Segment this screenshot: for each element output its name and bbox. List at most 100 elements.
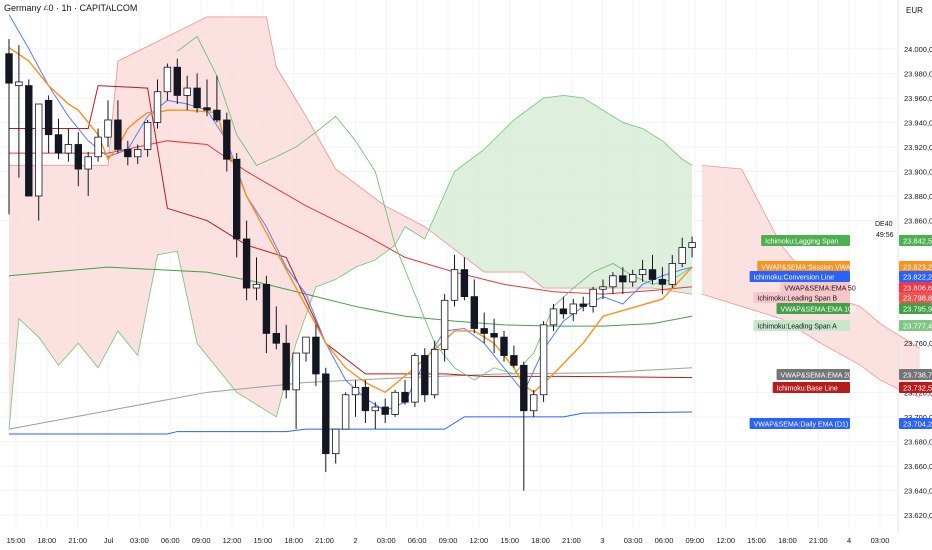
candle-bearish[interactable] [361, 387, 370, 412]
candle-bearish[interactable] [213, 109, 221, 121]
indicator-name-text: Ichimoku:Conversion Line [754, 275, 835, 282]
indicator-label-7: VWAP&SEMA:EMA 200 23.738,7 [776, 369, 932, 380]
candle-bearish[interactable] [579, 303, 587, 307]
indicator-value-tag [899, 320, 932, 331]
candle-bearish[interactable] [5, 53, 13, 84]
candle-bullish[interactable] [84, 156, 92, 170]
candles[interactable] [5, 38, 696, 491]
candle-bearish[interactable] [619, 275, 627, 283]
time-tick-label: 03:00 [130, 536, 149, 545]
candle-bullish[interactable] [104, 119, 112, 138]
candle-bearish[interactable] [173, 66, 181, 96]
candle-bullish[interactable] [371, 406, 379, 412]
candle-bullish[interactable] [411, 355, 419, 403]
candle-bearish[interactable] [381, 406, 389, 415]
price-tick-label: 23.860,0 [904, 217, 932, 226]
indicator-name-text: Ichimoku:Leading Span A [757, 324, 837, 331]
candle-bullish[interactable] [678, 247, 686, 264]
candle-bullish[interactable] [302, 336, 310, 354]
time-tick-label: 06:00 [408, 536, 427, 545]
candle-bullish[interactable] [351, 387, 360, 396]
candle-bullish[interactable] [341, 394, 350, 430]
time-axis[interactable]: 15:00 18:00 21:00 Jul 03:00 06:00 09:00 12:00 15… [7, 536, 890, 545]
time-tick-label: 03:00 [624, 536, 643, 545]
candle-bearish[interactable] [421, 355, 429, 396]
candle-bullish[interactable] [599, 286, 607, 290]
candle-bearish[interactable] [74, 144, 82, 170]
candle-bearish[interactable] [124, 149, 132, 158]
time-tick-label: 06:00 [161, 536, 180, 545]
candle-bullish[interactable] [688, 242, 696, 248]
candle-bullish[interactable] [163, 66, 172, 93]
candle-bullish[interactable] [391, 391, 399, 415]
candle-bearish[interactable] [223, 119, 231, 160]
symbol-name: DE40 [875, 221, 893, 228]
candle-bullish[interactable] [143, 122, 152, 150]
candle-bearish[interactable] [480, 328, 488, 334]
candle-bearish[interactable] [322, 373, 330, 455]
candle-bullish[interactable] [183, 87, 191, 96]
candle-bullish[interactable] [549, 308, 558, 326]
candle-bearish[interactable] [510, 355, 518, 366]
candle-bearish[interactable] [470, 296, 478, 329]
candle-bearish[interactable] [193, 87, 201, 109]
candle-bearish[interactable] [312, 336, 320, 375]
indicator-label-5: VWAP&SEMA:EMA 100 23.795,9 [776, 303, 932, 314]
candle-bullish[interactable] [133, 149, 142, 158]
candle-bullish[interactable] [153, 91, 162, 123]
time-tick-label: 15:00 [7, 536, 26, 545]
candle-bearish[interactable] [490, 333, 498, 338]
cloud-bullish [429, 95, 693, 295]
candle-bearish[interactable] [44, 99, 53, 136]
countdown-timer: 49:56 [876, 232, 894, 239]
candle-bullish[interactable] [629, 274, 637, 283]
candle-bearish[interactable] [262, 283, 271, 334]
price-tick-label: 24.000,0 [904, 45, 932, 54]
candle-bearish[interactable] [203, 107, 211, 111]
candle-bearish[interactable] [282, 342, 290, 391]
candle-bullish[interactable] [440, 299, 449, 350]
candle-bullish[interactable] [94, 136, 102, 158]
candle-bullish[interactable] [331, 428, 340, 455]
candle-bullish[interactable] [530, 394, 538, 412]
candle-bullish[interactable] [252, 283, 261, 289]
time-tick-label: 15:00 [500, 536, 519, 545]
time-tick-label: 18:00 [778, 536, 797, 545]
candle-bearish[interactable] [114, 119, 122, 150]
candle-bearish[interactable] [54, 134, 63, 154]
candle-bullish[interactable] [539, 324, 548, 396]
indicator-value-tag [899, 382, 932, 393]
candle-bullish[interactable] [638, 269, 647, 275]
indicator-label-0: Ichimoku:Lagging Span 23.842,5 [761, 235, 932, 246]
candle-bearish[interactable] [658, 279, 667, 285]
candle-bullish[interactable] [15, 81, 23, 87]
currency-label: EUR [906, 6, 923, 15]
candle-bearish[interactable] [648, 269, 657, 280]
candle-bullish[interactable] [609, 275, 617, 288]
candle-bearish[interactable] [232, 158, 241, 240]
candle-bullish[interactable] [668, 263, 676, 285]
candle-bearish[interactable] [559, 308, 568, 315]
candle-bullish[interactable] [292, 352, 300, 391]
price-tick-label: 23.960,0 [904, 94, 932, 103]
candle-bullish[interactable] [589, 288, 597, 307]
time-tick-label: 21:00 [315, 536, 334, 545]
candle-bullish[interactable] [569, 303, 577, 315]
indicator-value-text: 23.738,7 [903, 371, 932, 380]
candle-bearish[interactable] [500, 336, 508, 356]
indicator-name-tag [761, 235, 850, 246]
candle-bearish[interactable] [272, 333, 280, 344]
candle-bullish[interactable] [430, 348, 439, 396]
candle-bearish[interactable] [460, 269, 469, 298]
time-tick-label: 09:00 [192, 536, 211, 545]
candle-bullish[interactable] [450, 269, 459, 301]
indicator-value-tag [899, 261, 932, 272]
candle-bearish[interactable] [242, 238, 251, 289]
candle-bearish[interactable] [25, 85, 33, 197]
candle-bearish[interactable] [520, 364, 528, 412]
candle-bullish[interactable] [35, 103, 43, 197]
candle-bullish[interactable] [64, 144, 73, 154]
candle-bearish[interactable] [401, 391, 409, 403]
indicator-name-text: VWAP&SEMA:Daily EMA (D1) [754, 422, 849, 429]
